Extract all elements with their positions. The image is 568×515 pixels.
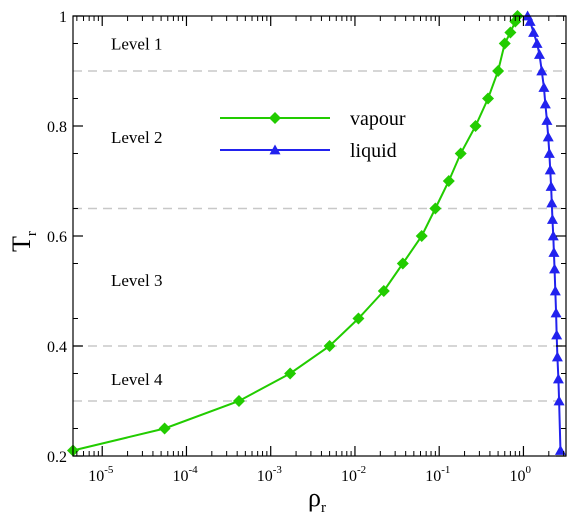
legend: vapour liquid <box>220 108 406 162</box>
vapour-point <box>158 422 171 435</box>
vapour-point <box>482 92 495 105</box>
liquid-point <box>545 181 557 191</box>
legend-marker-liquid <box>269 144 281 155</box>
y-axis-title: Tr <box>7 231 40 252</box>
level-lines <box>73 70 566 402</box>
vapour-point <box>323 340 336 352</box>
liquid-point <box>541 115 553 125</box>
plot-frame <box>72 15 567 457</box>
vapour-point <box>504 26 517 39</box>
x-tick-label: 10-4 <box>172 464 198 485</box>
y-tick-label: 0.4 <box>47 339 67 356</box>
axis-tick-labels: 0.2 0.4 0.6 0.8 1 10-5 10-4 10-3 10-2 10-1 100 <box>47 9 531 485</box>
x-tick-label: 10-2 <box>341 464 366 485</box>
liquid-point <box>546 214 558 224</box>
level-label: Level 2 <box>111 128 162 147</box>
liquid-point <box>542 131 554 142</box>
y-tick-label: 0.6 <box>47 229 67 246</box>
x-tick-label: 100 <box>509 464 531 485</box>
vapour-point <box>442 175 455 187</box>
series-liquid <box>522 10 566 455</box>
vapour-point <box>284 367 297 380</box>
legend-marker-vapour <box>269 112 281 124</box>
x-axis-title: ρr <box>308 483 326 515</box>
liquid-point <box>539 98 551 109</box>
vapour-point <box>454 147 467 160</box>
liquid-point <box>552 373 564 384</box>
vapour-point <box>469 120 482 132</box>
x-tick-label: 10-5 <box>88 464 114 485</box>
liquid-point <box>553 395 565 406</box>
y-tick-label: 0.8 <box>47 119 67 136</box>
liquid-point <box>549 263 561 274</box>
vapour-point <box>415 230 428 242</box>
vapour-point <box>232 395 245 407</box>
level-label: Level 1 <box>111 35 162 54</box>
liquid-point <box>550 307 562 318</box>
liquid-point <box>531 38 543 48</box>
liquid-point <box>544 164 556 175</box>
liquid-point <box>554 445 566 455</box>
legend-label-vapour: vapour <box>350 108 406 130</box>
level-labels: Level 1 Level 2 Level 3 Level 4 <box>111 35 163 390</box>
vapour-point <box>498 37 511 50</box>
vapour-point <box>492 65 505 77</box>
liquid-line <box>526 15 562 451</box>
liquid-point <box>536 65 548 76</box>
liquid-point <box>538 82 550 92</box>
level-label: Level 4 <box>111 370 163 389</box>
liquid-point <box>548 247 560 257</box>
liquid-point <box>547 230 559 241</box>
vapour-point <box>377 285 390 297</box>
vapour-point <box>352 312 365 325</box>
axis-ticks <box>73 15 566 457</box>
legend-label-liquid: liquid <box>350 140 397 162</box>
liquid-point <box>549 285 561 296</box>
liquid-point <box>524 16 536 26</box>
y-tick-label: 0.2 <box>47 449 67 466</box>
series-layer <box>67 10 566 457</box>
liquid-point <box>533 49 545 59</box>
vapour-point <box>429 202 442 215</box>
series-vapour <box>67 10 524 457</box>
y-tick-label: 1 <box>59 9 67 26</box>
vapour-point <box>396 257 409 270</box>
level-label: Level 3 <box>111 271 162 290</box>
liquid-point <box>551 351 563 362</box>
x-tick-label: 10-1 <box>425 464 450 485</box>
liquid-point <box>528 27 540 37</box>
liquid-point <box>543 148 555 158</box>
liquid-point <box>551 329 563 340</box>
x-tick-label: 10-3 <box>257 464 283 485</box>
liquid-point <box>546 197 558 208</box>
